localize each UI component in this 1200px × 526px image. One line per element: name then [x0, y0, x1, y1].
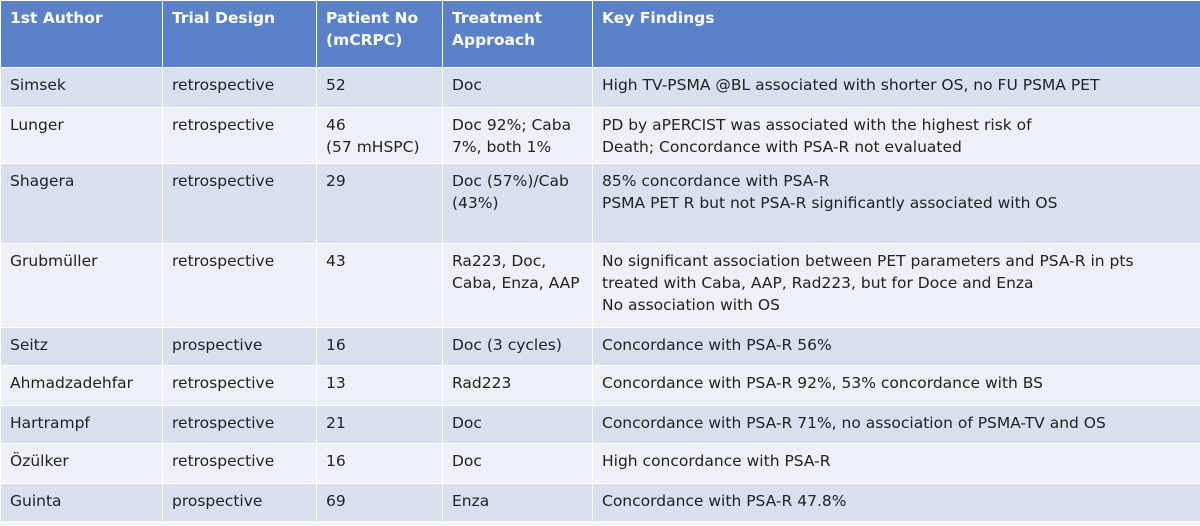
table-cell: 21: [316, 405, 443, 444]
table-cell: 16: [316, 327, 443, 366]
table-cell: PD by aPERCIST was associated with the h…: [592, 107, 1200, 164]
table-cell: 69: [316, 483, 443, 522]
table-cell: Concordance with PSA-R 56%: [592, 327, 1200, 366]
table-cell: Rad223: [442, 365, 593, 406]
table-cell: Concordance with PSA-R 47.8%: [592, 483, 1200, 522]
table-row: Guinta prospective 69 Enza Concordance with …: [0, 483, 1200, 522]
table-cell: No significant association between PET p…: [592, 243, 1200, 328]
table-row: Grubmüller retrospective 43 Ra223, Doc, Cab…: [0, 243, 1200, 328]
table-cell: High TV-PSMA @BL associated with shorter…: [592, 67, 1200, 108]
table-cell: prospective: [162, 483, 317, 522]
header-cell: Key Findings: [592, 0, 1200, 68]
table-row: Shagera retrospective 29 Doc (57%)/Cab (43%…: [0, 163, 1200, 244]
table-cell: Simsek: [0, 67, 163, 108]
table-cell: Concordance with PSA-R 71%, no associati…: [592, 405, 1200, 444]
table-cell: 29: [316, 163, 443, 244]
table-cell: Doc: [442, 405, 593, 444]
table-cell: prospective: [162, 327, 317, 366]
table-cell: High concordance with PSA-R: [592, 443, 1200, 484]
table-row: Seitz prospective 16 Doc (3 cycles) Concorda…: [0, 327, 1200, 366]
table-cell: Özülker: [0, 443, 163, 484]
table-cell: Enza: [442, 483, 593, 522]
table-cell: retrospective: [162, 67, 317, 108]
table-cell: retrospective: [162, 443, 317, 484]
table-cell: 16: [316, 443, 443, 484]
table-row: Hartrampf retrospective 21 Doc Concordance w…: [0, 405, 1200, 444]
table-cell: retrospective: [162, 107, 317, 164]
header-cell: 1st Author: [0, 0, 163, 68]
table-cell: Doc: [442, 443, 593, 484]
table-cell: Grubmüller: [0, 243, 163, 328]
table-cell: Doc (3 cycles): [442, 327, 593, 366]
table-row: Özülker retrospective 16 Doc High concordanc…: [0, 443, 1200, 484]
table-row: Simsek retrospective 52 Doc High TV-PSMA @BL…: [0, 67, 1200, 108]
table-cell: Lunger: [0, 107, 163, 164]
table-cell: retrospective: [162, 365, 317, 406]
table-cell: Shagera: [0, 163, 163, 244]
table-cell: retrospective: [162, 163, 317, 244]
table-cell: 85% concordance with PSA-R PSMA PET R bu…: [592, 163, 1200, 244]
table-cell: Seitz: [0, 327, 163, 366]
table-cell: Doc 92%; Caba 7%, both 1%: [442, 107, 593, 164]
table-cell: Doc: [442, 67, 593, 108]
table-cell: Concordance with PSA-R 92%, 53% concorda…: [592, 365, 1200, 406]
table-cell: Ra223, Doc, Caba, Enza, AAP: [442, 243, 593, 328]
header-cell: Patient No (mCRPC): [316, 0, 443, 68]
table-cell: 13: [316, 365, 443, 406]
table-cell: Guinta: [0, 483, 163, 522]
table-cell: 52: [316, 67, 443, 108]
header-row: 1st Author Trial Design Patient No (mCRPC)…: [0, 0, 1200, 68]
table-cell: 46 (57 mHSPC): [316, 107, 443, 164]
header-cell: Treatment Approach: [442, 0, 593, 68]
table-row: Lunger retrospective 46 (57 mHSPC) Doc 92%;…: [0, 107, 1200, 164]
table-cell: Hartrampf: [0, 405, 163, 444]
table-cell: Doc (57%)/Cab (43%): [442, 163, 593, 244]
header-cell: Trial Design: [162, 0, 317, 68]
table-cell: Ahmadzadehfar: [0, 365, 163, 406]
table-row: Ahmadzadehfar retrospective 13 Rad223 Concor…: [0, 365, 1200, 406]
table-cell: retrospective: [162, 243, 317, 328]
table-cell: retrospective: [162, 405, 317, 444]
table-cell: 43: [316, 243, 443, 328]
